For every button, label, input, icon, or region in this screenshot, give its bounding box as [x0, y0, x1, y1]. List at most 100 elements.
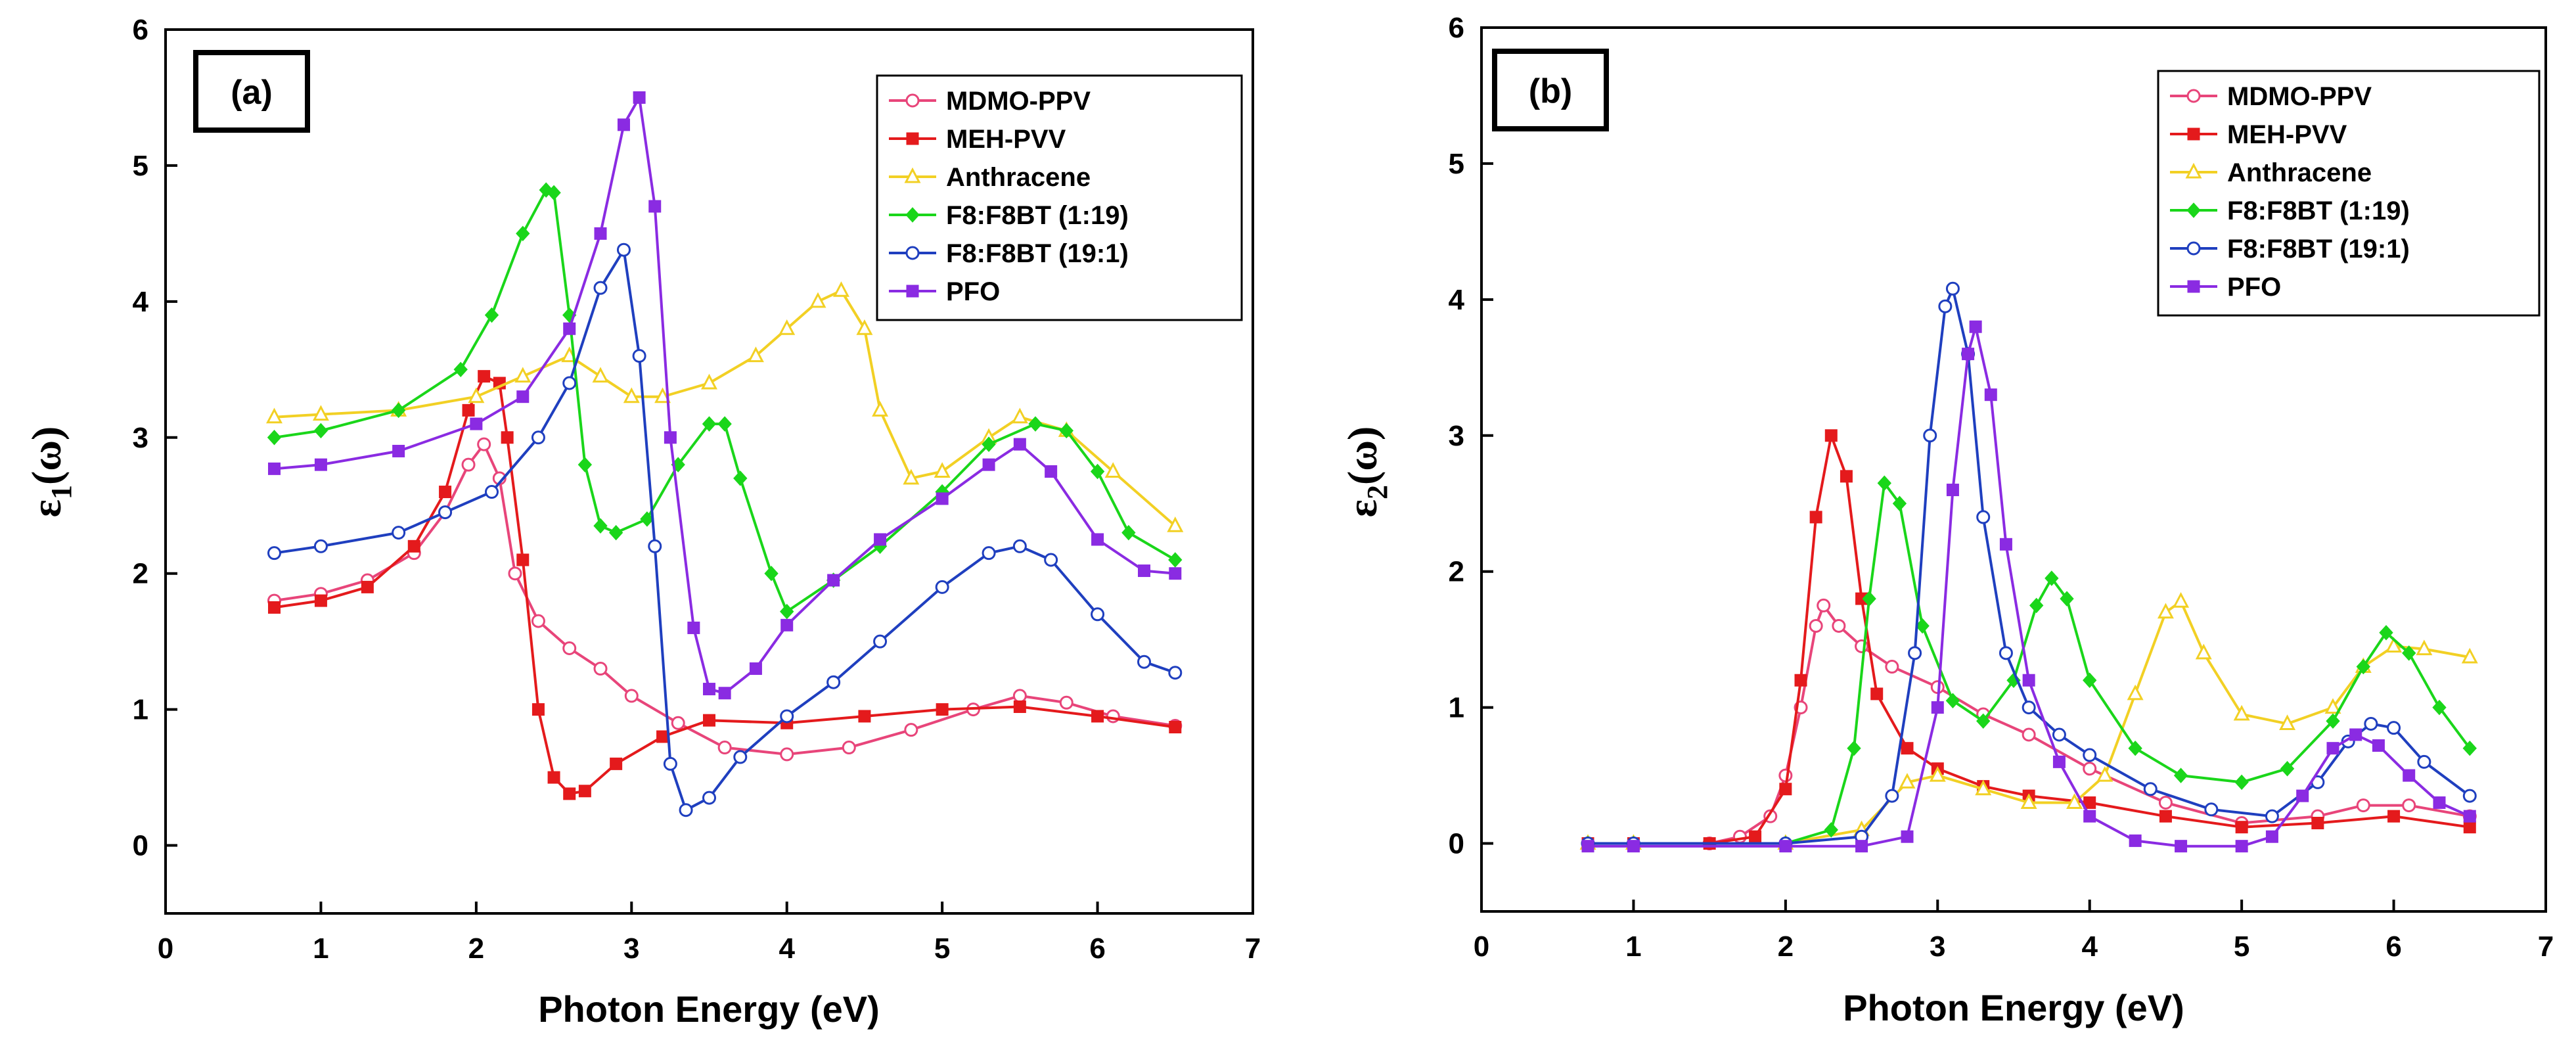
data-point-anthracene-a	[623, 387, 640, 403]
x-tick-label-a: 1	[313, 932, 328, 965]
data-point-anthracene-b	[2020, 793, 2037, 809]
data-point-anthracene-a	[468, 387, 485, 403]
y-tick-label-a: 0	[133, 830, 148, 862]
data-point-f8-f8bt-1-19-b	[2462, 740, 2477, 756]
legend-marker-anthracene-a	[904, 167, 921, 183]
legend-marker-pfo-a	[906, 285, 919, 298]
data-point-pfo-a	[1169, 567, 1182, 580]
data-point-mdmo-ppv-a	[842, 741, 856, 755]
data-point-anthracene-b	[2461, 647, 2478, 664]
data-point-pfo-a	[780, 618, 794, 631]
data-point-anthracene-a	[592, 367, 609, 383]
legend-marker-f8-f8bt-19-1-b	[2186, 241, 2201, 256]
data-point-mdmo-ppv-b	[2356, 798, 2370, 813]
data-point-pfo-a	[982, 458, 995, 471]
y-tick-label-a: 4	[133, 286, 149, 318]
data-point-mdmo-ppv-b	[1778, 768, 1793, 783]
data-point-meh-pvv-a	[516, 553, 530, 566]
x-tick-label-b: 4	[2081, 930, 2098, 963]
data-point-f8-f8bt-1-19-a	[593, 518, 608, 534]
data-point-anthracene-b	[2385, 637, 2403, 653]
data-point-f8-f8bt-1-19-b	[1824, 822, 1838, 838]
legend-marker-f8-f8bt-1-19-a	[905, 207, 920, 223]
series-line-meh-pvv-a	[274, 375, 1176, 795]
data-point-pfo-a	[516, 390, 530, 403]
data-point-meh-pvv-a	[547, 771, 560, 784]
series-line-pfo-b	[1588, 325, 2471, 848]
data-point-f8-f8bt-19-1-b	[1945, 281, 1960, 296]
data-point-pfo-b	[2403, 769, 2416, 782]
data-point-pfo-a	[268, 462, 281, 475]
data-point-meh-pvv-a	[1169, 721, 1182, 734]
data-point-pfo-a	[563, 322, 576, 335]
data-point-anthracene-a	[1104, 462, 1121, 478]
y-axis-title-a: ε1(ω)	[23, 426, 78, 518]
data-point-meh-pvv-b	[1779, 783, 1792, 796]
plot-frame-a	[164, 28, 1254, 915]
data-point-f8-f8bt-1-19-b	[2326, 713, 2340, 729]
legend-label-pfo-b: PFO	[2227, 273, 2281, 302]
data-point-f8-f8bt-1-19-a	[608, 524, 623, 541]
y-tick-label-b: 4	[1449, 284, 1465, 316]
data-point-pfo-b	[2083, 810, 2096, 823]
data-point-pfo-a	[314, 458, 327, 471]
legend-marker-meh-pvv-a	[906, 132, 919, 145]
y-tick-label-a: 6	[133, 14, 148, 46]
data-point-meh-pvv-b	[1840, 470, 1853, 483]
x-tick-label-a: 6	[1089, 932, 1105, 965]
data-point-anthracene-b	[2195, 643, 2212, 660]
x-tick-label-a: 7	[1245, 932, 1261, 965]
data-point-f8-f8bt-19-1-b	[1976, 510, 1991, 524]
data-point-f8-f8bt-1-19-a	[453, 361, 468, 378]
data-point-f8-f8bt-1-19-b	[2128, 740, 2142, 756]
tick-layer-a: 0 1 2 3 4 5 6 7 0 1 2 3 4 5 6	[133, 14, 1261, 965]
data-point-f8-f8bt-19-1-a	[593, 281, 608, 295]
y-tick-label-a: 3	[133, 422, 148, 454]
data-point-pfo-a	[718, 687, 731, 700]
data-point-pfo-b	[2022, 674, 2035, 687]
y-tick-label-b: 2	[1449, 556, 1464, 588]
data-point-f8-f8bt-19-1-a	[267, 546, 281, 561]
legend-label-meh-pvv-a: MEH-PVV	[946, 125, 1066, 154]
y-tick-label-a: 5	[133, 150, 148, 182]
data-point-f8-f8bt-19-1-a	[1091, 607, 1105, 622]
data-point-pfo-b	[1931, 701, 1944, 714]
y-axis-title-b: ε2(ω)	[1339, 426, 1393, 518]
data-point-f8-f8bt-19-1-a	[485, 485, 499, 499]
data-point-f8-f8bt-1-19-b	[1847, 740, 1861, 756]
data-point-f8-f8bt-19-1-b	[2204, 802, 2219, 817]
data-point-f8-f8bt-1-19-a	[391, 402, 406, 419]
panel-label-a: (a)	[231, 74, 273, 112]
y-axis-title-suffix-a: (ω)	[23, 426, 70, 485]
legend-marker-mdmo-ppv-a	[905, 93, 920, 108]
data-point-mdmo-ppv-b	[1817, 598, 1831, 612]
data-point-pfo-b	[1901, 830, 1914, 843]
data-point-f8-f8bt-19-1-a	[562, 376, 577, 390]
data-point-anthracene-a	[903, 469, 920, 485]
data-point-f8-f8bt-19-1-a	[313, 539, 328, 553]
series-line-meh-pvv-b	[1588, 434, 2470, 845]
data-point-pfo-b	[1969, 320, 1982, 333]
data-point-f8-f8bt-1-19-a	[577, 457, 593, 472]
data-point-anthracene-b	[2279, 714, 2296, 730]
data-point-meh-pvv-a	[407, 539, 420, 553]
data-point-anthracene-a	[514, 367, 531, 383]
data-point-pfo-b	[2372, 739, 2385, 752]
data-point-pfo-b	[1962, 348, 1975, 361]
data-point-f8-f8bt-1-19-b	[2173, 768, 2188, 783]
series-line-mdmo-ppv-a	[274, 443, 1176, 756]
legend-marker-anthracene-b	[2185, 162, 2202, 179]
legend-marker-meh-pvv-b	[2187, 127, 2200, 141]
data-point-f8-f8bt-19-1-b	[1999, 646, 2013, 660]
data-point-meh-pvv-a	[314, 594, 327, 607]
data-point-mdmo-ppv-b	[1832, 618, 1846, 633]
legend-marker-mdmo-ppv-b	[2186, 89, 2201, 103]
data-point-meh-pvv-a	[268, 601, 281, 614]
x-tick-label-b: 6	[2385, 930, 2401, 963]
plot-frame-b	[1480, 26, 2547, 913]
data-point-pfo-b	[1999, 538, 2012, 551]
data-point-meh-pvv-a	[936, 703, 949, 716]
x-tick-label-a: 3	[623, 932, 639, 965]
data-point-mdmo-ppv-b	[2083, 762, 2097, 776]
y-tick-label-b: 3	[1449, 420, 1464, 452]
